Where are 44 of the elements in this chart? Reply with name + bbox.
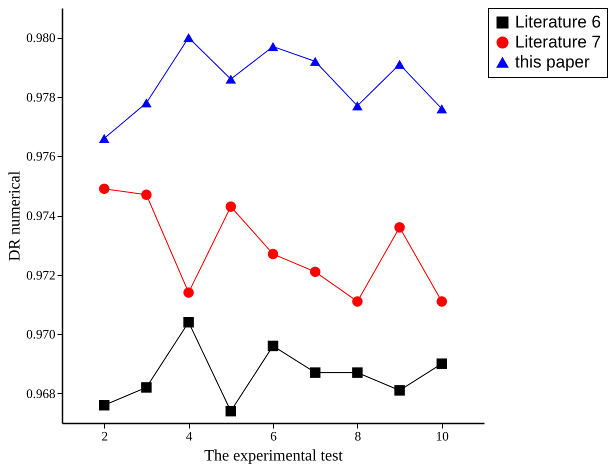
x-axis-title: The experimental test bbox=[204, 448, 344, 464]
x-tick-label: 10 bbox=[436, 428, 449, 444]
point bbox=[226, 74, 236, 84]
point bbox=[352, 367, 363, 378]
point bbox=[183, 287, 194, 298]
point bbox=[268, 248, 278, 260]
point bbox=[98, 184, 110, 194]
legend-label: Literature 6 bbox=[515, 12, 601, 32]
point bbox=[141, 98, 152, 108]
point bbox=[310, 56, 320, 66]
point bbox=[226, 406, 236, 416]
point bbox=[352, 101, 363, 110]
point bbox=[183, 33, 194, 42]
point bbox=[141, 382, 152, 393]
y-axis-title: DR numerical bbox=[6, 170, 24, 262]
y-tick-label: 0.980 bbox=[26, 30, 56, 46]
point bbox=[98, 400, 110, 410]
y-tick-label: 0.968 bbox=[26, 386, 56, 401]
point bbox=[436, 296, 448, 307]
point bbox=[394, 222, 405, 233]
y-tick-label: 0.970 bbox=[26, 326, 56, 342]
point bbox=[394, 60, 405, 69]
legend-label: this paper bbox=[515, 52, 590, 72]
point bbox=[268, 340, 278, 352]
y-tick-label: 0.978 bbox=[26, 89, 56, 104]
x-tick-label: 4 bbox=[186, 428, 193, 444]
point bbox=[394, 385, 405, 396]
point bbox=[310, 266, 320, 278]
x-tick-label: 8 bbox=[354, 428, 362, 444]
point bbox=[310, 367, 320, 378]
point bbox=[352, 296, 363, 307]
y-tick-label: 0.976 bbox=[26, 148, 56, 164]
point bbox=[436, 358, 448, 369]
legend-label: Literature 7 bbox=[515, 32, 601, 52]
point bbox=[436, 104, 448, 114]
point bbox=[141, 190, 152, 200]
point bbox=[226, 201, 236, 212]
y-tick-label: 0.974 bbox=[26, 208, 56, 223]
point bbox=[268, 42, 278, 52]
x-tick-label: 2 bbox=[101, 428, 108, 444]
x-tick-label: 6 bbox=[270, 428, 278, 444]
point bbox=[98, 134, 110, 143]
y-tick-label: 0.972 bbox=[26, 267, 56, 282]
point bbox=[183, 316, 194, 328]
